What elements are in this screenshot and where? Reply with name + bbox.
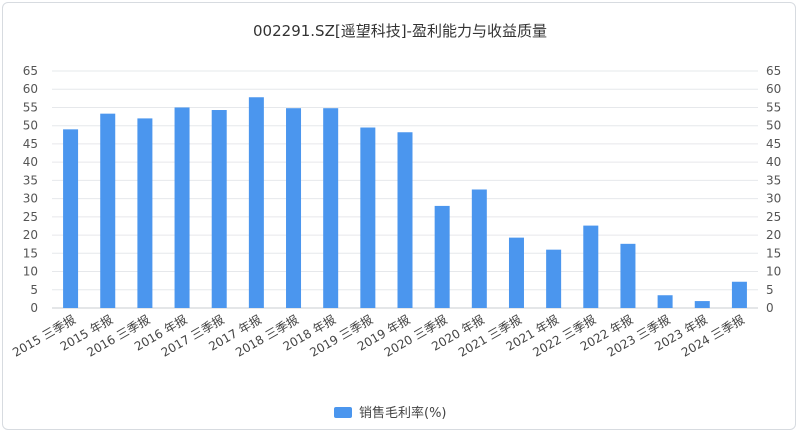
legend-swatch[interactable] <box>334 407 352 418</box>
bar[interactable] <box>286 108 302 309</box>
y-tick-label-left: 55 <box>23 100 38 114</box>
bar[interactable] <box>508 237 524 308</box>
chart-title: 002291.SZ[遥望科技]-盈利能力与收益质量 <box>253 22 547 40</box>
y-tick-label-right: 45 <box>766 137 781 151</box>
y-tick-label-left: 0 <box>30 301 38 315</box>
y-tick-label-left: 45 <box>23 137 38 151</box>
bar[interactable] <box>360 127 376 308</box>
y-tick-label-right: 0 <box>766 301 774 315</box>
bar[interactable] <box>583 225 599 308</box>
y-tick-label-left: 15 <box>23 246 38 260</box>
bar[interactable] <box>63 129 79 308</box>
legend[interactable]: 销售毛利率(%) <box>334 405 447 421</box>
y-tick-label-left: 35 <box>23 173 38 187</box>
bar[interactable] <box>620 243 636 308</box>
legend-label[interactable]: 销售毛利率(%) <box>359 405 447 421</box>
bar[interactable] <box>546 249 562 308</box>
y-tick-label-right: 25 <box>766 210 781 224</box>
y-tick-label-left: 5 <box>30 283 38 297</box>
bar[interactable] <box>211 110 227 308</box>
y-tick-label-right: 55 <box>766 100 781 114</box>
y-tick-label-left: 30 <box>23 192 38 206</box>
bar[interactable] <box>397 132 413 308</box>
bar[interactable] <box>731 281 747 308</box>
y-tick-label-right: 65 <box>766 64 781 78</box>
left-y-axis: 0 5 10 15 20 25 30 35 40 45 50 55 60 65 <box>23 64 38 315</box>
bar[interactable] <box>100 113 116 308</box>
y-tick-label-left: 40 <box>23 155 38 169</box>
y-tick-label-right: 5 <box>766 283 774 297</box>
y-tick-label-right: 30 <box>766 192 781 206</box>
bar[interactable] <box>248 97 264 308</box>
bar[interactable] <box>694 301 710 308</box>
bar-series <box>63 97 747 309</box>
right-y-axis: 0 5 10 15 20 25 30 35 40 45 50 55 60 65 <box>766 64 781 315</box>
y-tick-label-right: 15 <box>766 246 781 260</box>
bar[interactable] <box>174 107 190 308</box>
y-tick-label-left: 60 <box>23 82 38 96</box>
y-tick-label-right: 40 <box>766 155 781 169</box>
bar[interactable] <box>657 295 673 308</box>
y-tick-label-left: 50 <box>23 119 38 133</box>
y-tick-label-right: 60 <box>766 82 781 96</box>
y-tick-label-right: 10 <box>766 265 781 279</box>
y-tick-label-right: 35 <box>766 173 781 187</box>
bar[interactable] <box>471 189 487 309</box>
y-tick-label-right: 20 <box>766 228 781 242</box>
bar[interactable] <box>323 108 339 309</box>
y-tick-label-right: 50 <box>766 119 781 133</box>
y-tick-label-left: 20 <box>23 228 38 242</box>
y-tick-label-left: 25 <box>23 210 38 224</box>
y-tick-label-left: 10 <box>23 265 38 279</box>
y-tick-label-left: 65 <box>23 64 38 78</box>
bar[interactable] <box>434 205 450 308</box>
bar[interactable] <box>137 118 153 309</box>
